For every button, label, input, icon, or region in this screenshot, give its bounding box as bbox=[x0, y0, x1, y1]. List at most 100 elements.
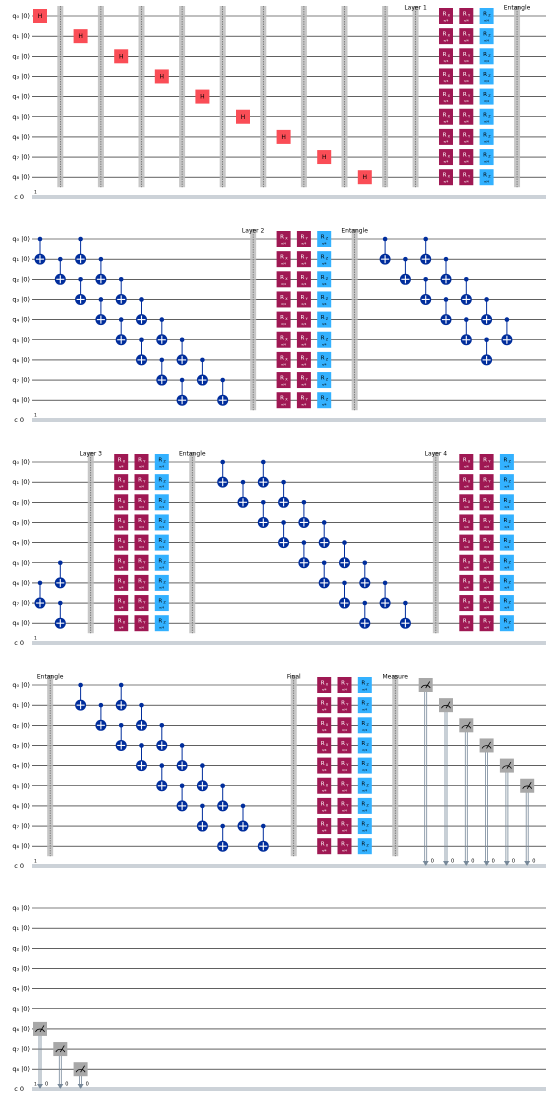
qubit-label: q₈ |0⟩ bbox=[12, 173, 30, 181]
h-gate bbox=[276, 129, 291, 144]
rotation-gate-param: π/4 bbox=[484, 180, 489, 184]
rotation-gate bbox=[479, 474, 494, 491]
qubit-label: q₂ |0⟩ bbox=[12, 721, 30, 729]
rotation-gate-param: π/4 bbox=[322, 282, 327, 286]
rotation-gate bbox=[439, 108, 453, 125]
barrier-label: Entangle bbox=[504, 5, 531, 12]
rotation-gate bbox=[357, 717, 372, 734]
rotation-gate-sub: Y bbox=[143, 500, 146, 504]
rotation-gate-label: R bbox=[300, 295, 304, 301]
rotation-gate-label: R bbox=[280, 396, 284, 402]
rotation-gate-label: R bbox=[300, 315, 304, 321]
rotation-gate bbox=[337, 757, 352, 774]
rotation-gate bbox=[357, 757, 372, 774]
rotation-gate-sub: Z bbox=[366, 844, 369, 848]
qubit-label: q₀ |0⟩ bbox=[12, 235, 30, 243]
rotation-gate-label: R bbox=[300, 255, 304, 261]
qubit-label: q₄ |0⟩ bbox=[12, 762, 30, 770]
rotation-gate-sub: Z bbox=[163, 621, 166, 625]
cx-control bbox=[179, 783, 185, 789]
rotation-gate-label: R bbox=[300, 235, 304, 241]
rotation-gate-param: π/4 bbox=[159, 485, 164, 489]
h-gate bbox=[73, 29, 88, 44]
rotation-gate-param: π/4 bbox=[444, 99, 449, 103]
rotation-gate-param: π/4 bbox=[322, 788, 327, 792]
cx-control bbox=[321, 560, 327, 566]
rotation-gate bbox=[479, 595, 494, 612]
rotation-gate-label: R bbox=[138, 458, 142, 464]
rotation-gate-sub: Y bbox=[306, 277, 309, 281]
rotation-gate-sub: Y bbox=[143, 520, 146, 524]
rotation-gate-param: π/4 bbox=[322, 383, 327, 387]
rotation-gate-label: R bbox=[280, 376, 284, 382]
cx-control bbox=[504, 317, 510, 322]
rotation-gate-param: π/4 bbox=[159, 565, 164, 569]
cx-control bbox=[443, 297, 449, 302]
rotation-gate bbox=[317, 392, 332, 409]
rotation-gate-label: R bbox=[118, 578, 122, 584]
rotation-gate bbox=[317, 372, 332, 389]
barrier-label: Measure bbox=[383, 674, 409, 681]
rotation-gate-param: π/4 bbox=[464, 465, 469, 469]
measure-meter bbox=[55, 1048, 66, 1053]
cx-control bbox=[342, 540, 347, 545]
rotation-gate-param: π/4 bbox=[362, 788, 367, 792]
rotation-gate bbox=[479, 169, 494, 186]
rotation-gate-sub: Z bbox=[326, 357, 329, 361]
rotation-gate-param: π/4 bbox=[464, 160, 469, 164]
rotation-gate-sub: Y bbox=[468, 54, 471, 58]
rotation-gate-param: π/4 bbox=[139, 485, 144, 489]
rotation-gate-label: R bbox=[300, 396, 304, 402]
measure-bit: 0 bbox=[86, 1082, 89, 1088]
classical-label: c 0 bbox=[14, 1085, 24, 1093]
rotation-gate bbox=[134, 494, 149, 511]
measure-bit: 0 bbox=[431, 859, 434, 865]
rotation-gate-sub: Z bbox=[366, 683, 369, 687]
rotation-gate bbox=[317, 251, 332, 268]
rotation-gate-sub: Z bbox=[163, 601, 166, 605]
qubit-label: q₈ |0⟩ bbox=[12, 1065, 30, 1073]
rotation-gate bbox=[337, 717, 352, 734]
rotation-gate-label: R bbox=[483, 112, 487, 118]
rotation-gate bbox=[459, 28, 474, 45]
cx-control bbox=[37, 580, 43, 586]
qubit-label: q₆ |0⟩ bbox=[12, 356, 30, 364]
rotation-gate-param: π/4 bbox=[119, 545, 124, 549]
rotation-gate-param: π/4 bbox=[484, 485, 489, 489]
rotation-gate-label: R bbox=[321, 235, 325, 241]
rotation-gate bbox=[439, 28, 453, 45]
qubit-label: q₁ |0⟩ bbox=[12, 924, 30, 932]
rotation-gate-sub: Y bbox=[346, 844, 349, 848]
cx-control bbox=[403, 256, 408, 262]
rotation-gate-param: π/4 bbox=[505, 465, 510, 469]
rotation-gate-sub: Z bbox=[508, 520, 511, 524]
rotation-gate bbox=[317, 311, 332, 328]
rotation-gate bbox=[459, 454, 474, 470]
rotation-gate bbox=[317, 797, 332, 814]
rotation-gate-label: R bbox=[321, 275, 325, 281]
rotation-gate-label: R bbox=[463, 32, 467, 38]
rotation-gate bbox=[296, 372, 311, 389]
rotation-gate bbox=[296, 231, 311, 247]
rotation-gate-param: π/4 bbox=[484, 525, 489, 529]
rotation-gate-label: R bbox=[158, 498, 162, 504]
rotation-gate-sub: Y bbox=[306, 257, 309, 261]
rotation-gate-label: R bbox=[361, 741, 365, 747]
rotation-gate-param: π/4 bbox=[322, 708, 327, 712]
rotation-gate-param: π/4 bbox=[281, 282, 286, 286]
rotation-gate bbox=[154, 534, 169, 551]
rotation-gate-label: R bbox=[361, 822, 365, 828]
rotation-gate-label: R bbox=[118, 619, 122, 625]
rotation-gate-param: π/4 bbox=[119, 505, 124, 509]
h-gate-label: H bbox=[78, 33, 83, 40]
rotation-gate-param: π/4 bbox=[484, 59, 489, 63]
h-gate bbox=[236, 109, 250, 124]
cx-control bbox=[139, 337, 144, 343]
rotation-gate-param: π/4 bbox=[342, 788, 347, 792]
rotation-gate-label: R bbox=[118, 538, 122, 544]
rotation-gate-label: R bbox=[138, 518, 142, 524]
rotation-gate-param: π/4 bbox=[444, 79, 449, 83]
rotation-gate-sub: X bbox=[326, 824, 329, 828]
rotation-gate-sub: Z bbox=[488, 54, 491, 58]
